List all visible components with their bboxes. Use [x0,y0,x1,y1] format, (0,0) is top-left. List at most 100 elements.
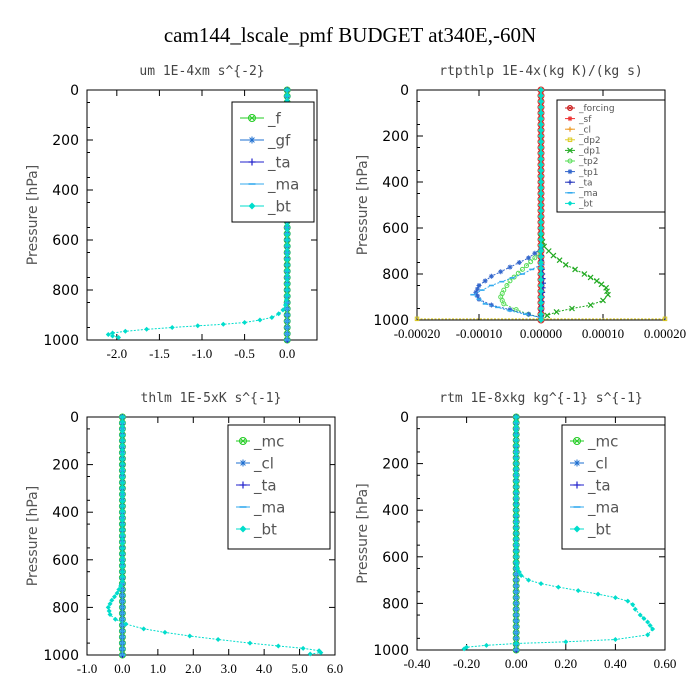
panel-rtpthlp: rtpthlp 1E-4x(kg K)/(kg s) Pressure [hPa]… [355,64,686,341]
y-axis-label: Pressure [hPa] [355,155,371,255]
legend-label: _mc [587,432,618,451]
data-point [220,321,226,327]
data-point [513,465,519,471]
data-point [513,493,519,499]
data-point [119,470,125,476]
data-point [538,161,544,168]
data-point [122,328,128,334]
data-point [284,262,290,268]
data-point [307,651,313,657]
data-point [119,513,125,519]
data-point [513,479,519,485]
data-point [110,333,116,339]
data-point [598,281,605,288]
legend-marker [567,147,573,154]
data-point [518,572,524,578]
data-point [513,554,519,560]
data-point [538,248,544,254]
legend-label: _ta [253,476,277,495]
y-tick-label: 200 [52,133,79,149]
data-point [587,274,594,281]
x-tick-label: -1.0 [77,661,98,676]
data-point [538,202,544,208]
data-point [538,179,544,185]
data-point [141,626,147,632]
data-point [532,255,538,261]
data-point [284,87,290,93]
data-point [513,461,519,467]
legend-marker [567,158,573,164]
data-point [553,309,560,315]
data-point [169,325,175,330]
data-point [474,293,480,299]
data-point [538,230,544,237]
data-point [123,621,129,627]
panel-rtm: rtm 1E-8xkg kg^{-1} s^{-1} Pressure [hPa]… [355,391,676,671]
data-point [513,517,519,523]
data-point [555,584,561,590]
data-point [109,597,115,603]
data-point [513,428,519,434]
legend-marker [248,136,256,144]
data-point [284,252,290,258]
data-point [569,305,575,312]
data-point [119,456,125,462]
legend: _forcing_sf_cl_dp2_dp1_tp2_tp1_ta_ma_bt [556,99,666,213]
data-point [119,569,125,575]
data-point [119,433,125,439]
data-point [538,110,544,116]
y-axis-label: Pressure [hPa] [355,483,371,583]
data-point [284,242,290,248]
y-tick-label: 400 [52,505,79,521]
figure-title: cam144_lscale_pmf BUDGET at340E,-60N [164,23,536,47]
data-point [600,297,606,304]
y-tick-label: 1000 [373,643,409,659]
data-point [482,278,488,284]
data-point [556,257,563,264]
legend-marker [567,116,573,122]
data-point [119,484,125,490]
data-point [513,526,519,532]
x-tick-label: 0.20 [554,656,577,671]
data-point [563,639,569,645]
x-tick-label: -0.00010 [456,326,503,341]
data-point [612,637,618,643]
data-point [545,248,552,254]
data-point [474,286,480,292]
data-point [538,87,544,93]
data-point [105,332,111,337]
x-tick-label: 0.00000 [520,326,562,341]
data-point [513,447,519,453]
data-point [119,503,125,509]
y-axis-label: Pressure [hPa] [25,486,41,586]
y-tick-label: 600 [52,233,79,249]
data-point [111,594,117,600]
data-point [538,259,544,266]
data-point [538,271,544,277]
data-point [538,311,544,318]
series-line [475,248,542,319]
y-tick-label: 600 [382,221,409,237]
data-point [593,277,600,284]
data-point [513,498,519,504]
legend-label: _ma [578,189,598,199]
panel-title: thlm 1E-5xK s^{-1} [141,391,282,406]
data-point [562,261,569,268]
data-point [119,574,125,580]
legend-label: _gf [267,131,291,150]
data-point [540,280,546,286]
data-point [662,316,668,322]
data-point [284,287,290,293]
data-point [538,156,544,162]
data-point [513,470,519,476]
data-point [581,271,588,277]
data-point [538,115,544,122]
panel-um: um 1E-4xm s^{-2} Pressure [hPa] 0 200 400 600… [25,64,318,361]
data-point [513,521,519,527]
y-tick-label: 800 [52,600,79,616]
data-point [119,498,125,504]
x-tick-label: 5.0 [291,661,307,676]
y-tick-label: 400 [382,175,409,191]
legend-label: _ta [267,153,291,172]
